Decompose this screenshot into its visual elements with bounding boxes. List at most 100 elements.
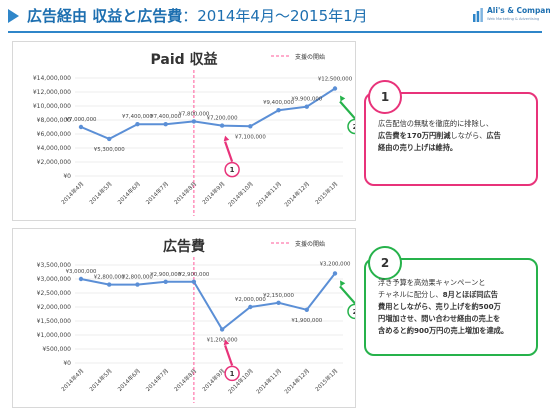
data-label: ¥7,400,000 [122, 114, 153, 120]
company-logo: Ali's & Company Web Marketing & Advertis… [473, 5, 550, 27]
callout-1-segment: 広告費を170万円削減 [378, 131, 451, 140]
callout-1-segment: 広告配信の無駄を徹底的に排除し、 [378, 119, 494, 128]
callout-2-segment: 浮き予算を高効果キャンペーンと [378, 278, 486, 287]
data-point [219, 123, 225, 128]
data-label: ¥2,800,000 [122, 275, 153, 281]
callout-1-number: 1 [380, 90, 390, 104]
ad-spend-chart-panel: 広告費 支援の開始 ¥0 ¥500,000 ¥1,000,000 ¥1,500,000 ¥2… [12, 228, 356, 408]
data-label: ¥3,200,000 [320, 261, 351, 267]
y-tick-label: ¥6,000,000 [37, 131, 72, 138]
data-point [332, 271, 338, 276]
company-logo-mark-icon [473, 8, 483, 22]
annotation-badge [347, 118, 355, 135]
x-tick-label: 2015年1月 [313, 367, 339, 393]
x-tick-label: 2014年7月 [144, 180, 170, 206]
x-tick-label: 2014年6月 [116, 367, 142, 393]
x-tick-label: 2014年11月 [254, 180, 283, 209]
callout-2-line: 費用としながら、売り上げを約500万 [378, 301, 524, 313]
data-label: ¥7,000,000 [66, 117, 97, 123]
series-line [80, 87, 336, 141]
legend-label: 支援の開始 [295, 53, 325, 61]
chart-title: 広告費 [163, 238, 205, 255]
x-tick-label: 2014年5月 [87, 180, 113, 206]
annotation-1: 1 [223, 339, 240, 382]
data-point [248, 124, 253, 129]
annotation-badge [224, 365, 240, 382]
data-label: ¥7,100,000 [235, 134, 266, 140]
x-tick-label: 2014年5月 [87, 367, 113, 393]
y-tick-label: ¥12,000,000 [33, 89, 71, 96]
ad-spend-chart: 広告費 支援の開始 ¥0 ¥500,000 ¥1,000,000 ¥1,500,000 ¥2… [37, 238, 355, 403]
annotation-arrow-shaft [224, 345, 234, 366]
data-label: ¥9,400,000 [263, 100, 294, 106]
x-tick-label: 2014年6月 [116, 180, 142, 206]
annotation-arrow-shaft [224, 141, 234, 162]
data-label: ¥7,200,000 [207, 116, 238, 122]
data-point [78, 276, 84, 282]
data-point [191, 279, 197, 284]
x-tick-label: 2014年9月 [200, 180, 226, 206]
callout-1-line: 広告配信の無駄を徹底的に排除し、 [378, 118, 524, 130]
y-tick-label: ¥10,000,000 [33, 103, 71, 110]
data-point [135, 282, 140, 287]
x-tick-label: 2014年4月 [59, 367, 85, 393]
y-tick-label: ¥4,000,000 [37, 145, 72, 152]
callout-2-line: チャネルに配分し、8月とほぼ同広告 [378, 289, 524, 301]
annotation-arrow-shaft [339, 100, 355, 120]
data-label: ¥2,800,000 [94, 275, 125, 281]
annotation-number: 2 [353, 123, 355, 131]
data-label: ¥7,800,000 [178, 111, 209, 117]
page-header: 広告経由 収益と広告費：2014年4月～2015年1月 [0, 0, 550, 34]
x-tick-label: 2014年12月 [283, 367, 312, 396]
callout-2-badge: 2 [368, 246, 402, 280]
data-point [107, 136, 112, 142]
title-arrow-icon [8, 9, 19, 23]
callout-2-segment: 円増加させ、 [378, 314, 422, 323]
y-tick-label: ¥0 [63, 360, 71, 367]
page-title: 広告経由 収益と広告費：2014年4月～2015年1月 [27, 5, 368, 27]
data-point [135, 122, 140, 127]
annotation-badge [347, 303, 355, 320]
y-tick-label: ¥14,000,000 [33, 75, 71, 82]
y-tick-label: ¥8,000,000 [37, 117, 72, 124]
data-label: ¥1,900,000 [291, 318, 322, 324]
y-tick-label: ¥3,000,000 [37, 276, 72, 283]
data-point [332, 86, 338, 91]
callout-2-number: 2 [380, 256, 390, 270]
data-label: ¥2,900,000 [178, 272, 209, 278]
series-line [80, 272, 336, 331]
page-title-main: 広告経由 収益と広告費 [27, 7, 183, 25]
x-tick-label: 2014年7月 [144, 367, 170, 393]
y-tick-label: ¥2,000,000 [37, 304, 72, 311]
data-label: ¥1,200,000 [207, 337, 238, 343]
data-point [304, 307, 309, 312]
legend-label: 支援の開始 [295, 240, 325, 248]
callout-2-segment: 含めると約900万円の売上増加を達成。 [378, 326, 509, 335]
chart-title: Paid 収益 [150, 51, 217, 68]
callout-2-line: 浮き予算を高効果キャンペーンと [378, 277, 524, 289]
callout-2-segment: チャネルに配分し、 [378, 290, 443, 299]
company-logo-name: Ali's & Company [487, 6, 550, 15]
callout-2-segment: 費用としながら、 [378, 302, 436, 311]
callout-1-text: 広告配信の無駄を徹底的に排除し、広告費を170万円削減しながら、広告 経由の売り上… [378, 118, 524, 154]
annotation-arrow-icon [340, 95, 346, 102]
callout-1-segment: 広告 [486, 131, 501, 140]
data-point [304, 104, 309, 109]
page-title-period: ：2014年4月～2015年1月 [182, 7, 368, 25]
x-tick-label: 2014年11月 [254, 367, 283, 396]
company-logo-sub: Web Marketing & Advertising [487, 17, 540, 21]
callout-2-segment: 8月とほぼ同広告 [442, 290, 498, 299]
y-tick-label: ¥1,000,000 [37, 332, 72, 339]
y-tick-label: ¥3,500,000 [37, 262, 72, 269]
y-tick-label: ¥500,000 [42, 346, 71, 353]
y-tick-label: ¥0 [63, 173, 71, 180]
annotation-number: 1 [230, 370, 235, 378]
annotation-2: 2 [339, 280, 355, 320]
annotation-arrow-icon [223, 339, 230, 346]
data-label: ¥9,900,000 [291, 97, 322, 103]
callout-1-line: 経由の売り上げは維持。 [378, 142, 524, 154]
data-label: ¥2,000,000 [235, 297, 266, 303]
callout-1-line: 広告費を170万円削減しながら、広告 [378, 130, 524, 142]
y-tick-label: ¥1,500,000 [37, 318, 72, 325]
data-point [107, 282, 112, 287]
